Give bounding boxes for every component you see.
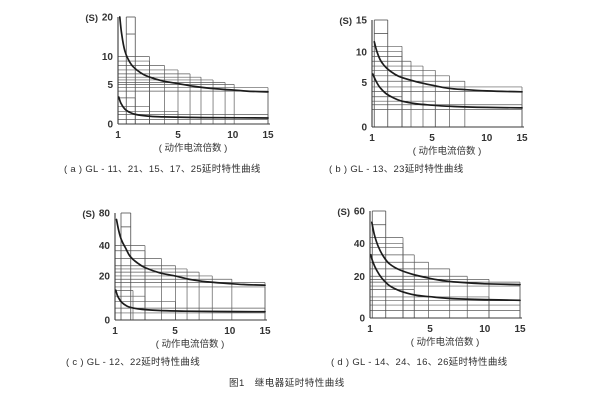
y-tick-label: 60: [354, 207, 366, 218]
y-tick-label: 80: [99, 209, 111, 220]
caption-chart-b: ( b ) GL - 13、23延时特性曲线: [329, 164, 464, 175]
upper-limit-curve: [373, 40, 523, 93]
caption-chart-c: ( c ) GL - 12、22延时特性曲线: [66, 357, 200, 368]
caption-chart-a: ( a ) GL - 11、21、15、17、25延时特性曲线: [64, 164, 261, 175]
x-tick-label: 5: [175, 130, 181, 141]
x-tick-label: 5: [429, 133, 435, 144]
y-unit-label: (S): [85, 13, 98, 24]
y-unit-label: (S): [339, 16, 352, 27]
lower-limit-curve: [117, 96, 269, 119]
x-tick-label: 1: [115, 130, 121, 141]
y-tick-label: 40: [99, 241, 111, 252]
y-tick-label: 0: [359, 314, 365, 325]
x-tick-label: 5: [427, 324, 433, 335]
x-tick-label: 10: [481, 133, 493, 144]
y-tick-label: 10: [102, 52, 114, 63]
x-tick-label: 10: [479, 324, 491, 335]
x-axis-label: ( 动作电流倍数 ): [413, 145, 482, 157]
x-tick-label: 1: [367, 324, 373, 335]
lower-limit-curve: [369, 253, 521, 302]
y-tick-label: 10: [356, 48, 368, 59]
y-tick-label: 5: [361, 78, 367, 89]
x-tick-label: 1: [112, 326, 118, 337]
x-tick-label: 10: [227, 130, 239, 141]
caption-chart-d: ( d ) GL - 14、24、16、26延时特性曲线: [331, 357, 508, 368]
x-axis-label: ( 动作电流倍数 ): [159, 142, 228, 154]
y-tick-label: 40: [354, 239, 366, 250]
x-tick-label: 5: [172, 326, 178, 337]
y-tick-label: 0: [361, 123, 367, 134]
x-tick-label: 15: [516, 133, 528, 144]
x-tick-label: 15: [262, 130, 274, 141]
y-tick-label: 0: [107, 120, 113, 131]
upper-limit-curve: [118, 16, 269, 93]
x-tick-label: 1: [369, 133, 375, 144]
upper-limit-curve: [370, 221, 521, 286]
x-axis-label: ( 动作电流倍数 ): [156, 338, 225, 350]
y-tick-label: 5: [107, 80, 113, 91]
x-axis-label: ( 动作电流倍数 ): [411, 336, 480, 348]
x-tick-label: 15: [259, 326, 271, 337]
lower-limit-curve: [371, 73, 523, 109]
y-unit-label: (S): [337, 207, 350, 218]
figure-caption: 图1 继电器延时特性曲线: [229, 378, 345, 389]
x-tick-label: 10: [224, 326, 236, 337]
y-unit-label: (S): [82, 209, 95, 220]
y-tick-label: 20: [99, 271, 111, 282]
y-tick-label: 15: [356, 16, 368, 27]
y-tick-label: 0: [104, 316, 110, 327]
y-tick-label: 20: [354, 272, 366, 283]
y-tick-label: 20: [102, 13, 114, 24]
x-tick-label: 15: [514, 324, 526, 335]
lower-limit-curve: [114, 289, 266, 313]
upper-limit-curve: [115, 218, 266, 287]
